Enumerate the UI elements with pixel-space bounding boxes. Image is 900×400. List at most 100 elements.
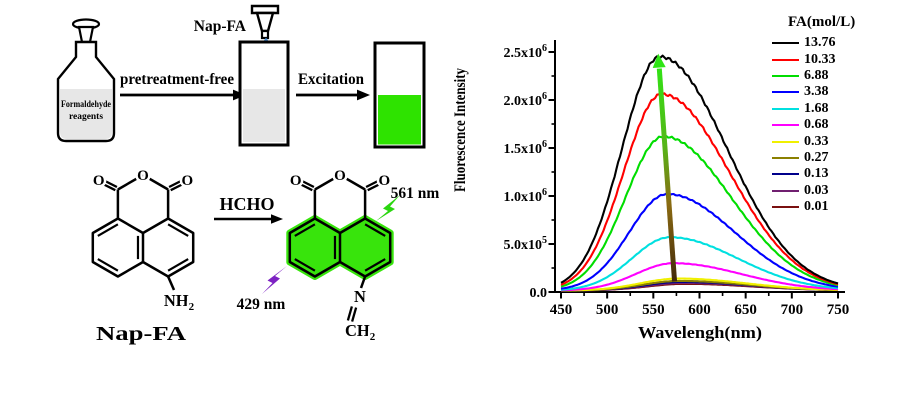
imine-ch2-label: CH2: [345, 321, 376, 343]
legend-swatch: [772, 58, 799, 61]
y-axis-title: Fluorescence Intensity: [452, 68, 469, 192]
lightning-icon-green: [376, 195, 400, 221]
atom-o-label: O: [181, 173, 193, 189]
legend-swatch: [772, 74, 799, 77]
legend-item: 10.33: [772, 51, 855, 67]
legend-items: 13.76 10.33 6.88 3.38 1.68 0.68 0.33 0.27 0.13 0.…: [772, 35, 855, 215]
legend-label: 0.33: [804, 133, 829, 149]
bond: [364, 223, 386, 237]
legend-swatch: [772, 124, 799, 127]
legend-item: 6.88: [772, 68, 855, 84]
legend-item: 0.33: [772, 133, 855, 149]
bond: [103, 183, 116, 192]
bond: [167, 223, 189, 237]
bond: [97, 223, 119, 237]
spectrum-curve: [561, 261, 839, 292]
bond: [367, 183, 380, 192]
y-tick-label: 0.0: [530, 286, 548, 301]
bond: [346, 306, 353, 321]
fluorescent-liquid: [378, 95, 421, 145]
y-tick-label: 5.0x105: [504, 235, 548, 253]
dropper-icon: [250, 4, 280, 40]
x-axis-title: Wavelengh(nm): [638, 323, 762, 342]
x-tick-label: 550: [642, 302, 665, 318]
x-tick-label: 600: [688, 302, 711, 318]
legend-label: 1.68: [804, 100, 829, 116]
y-tick-label: 2.0x106: [504, 91, 548, 109]
excitation-label: Excitation: [298, 71, 364, 88]
atom-o-label: O: [334, 168, 346, 184]
legend-swatch: [772, 42, 799, 45]
legend-swatch: [772, 91, 799, 94]
bottle-label-line1: Formaldehyde: [61, 100, 111, 110]
legend-label: 3.38: [804, 84, 829, 100]
trend-arrow-head: [652, 53, 666, 68]
legend-label: 0.03: [804, 182, 829, 198]
legend-item: 13.76: [772, 35, 855, 51]
legend-item: 0.27: [772, 150, 855, 166]
bond: [359, 276, 367, 289]
bond: [166, 275, 176, 291]
legend-item: 3.38: [772, 84, 855, 100]
spectrum-curve: [560, 277, 838, 292]
emission-wavelength-label: 561 nm: [391, 185, 440, 202]
y-tick-label: 2.5x106: [504, 43, 548, 61]
bottle-liquid: [60, 89, 112, 139]
excitation-arrow: [296, 89, 370, 101]
y-tick-label: 1.5x106: [504, 139, 548, 157]
atom-o-label: O: [137, 168, 149, 184]
legend-label: 13.76: [804, 35, 836, 51]
x-tick-label: 650: [734, 302, 757, 318]
chart-annotation: [652, 53, 678, 282]
spectrum-curve: [560, 92, 839, 286]
pretreatment-label: pretreatment-free: [120, 71, 234, 88]
x-tick-label: 500: [596, 302, 619, 318]
atom-o-label: O: [93, 173, 105, 189]
legend-swatch: [772, 189, 799, 192]
legend-swatch: [772, 173, 799, 176]
lightning-icon-purple: [262, 266, 287, 294]
x-tick-label: 750: [827, 302, 850, 318]
bond: [314, 173, 341, 191]
fluorescence-chart: 450 500 550 600 650 700 750 0.0 5.0x105 1.0x106 1.…: [452, 40, 850, 342]
spectrum-curve: [560, 54, 839, 285]
bond: [168, 180, 182, 189]
bond: [117, 173, 144, 191]
pretreatment-arrow: [120, 89, 246, 101]
legend-item: 1.68: [772, 101, 855, 117]
legend-label: 10.33: [804, 51, 836, 67]
bottle-stopper: [77, 25, 95, 44]
bottle-label-line2: reagents: [69, 112, 103, 122]
spectrum-curve: [560, 192, 839, 290]
trend-arrow-shaft: [656, 68, 678, 282]
amine-group-label: NH2: [164, 291, 195, 313]
hcho-label: HCHO: [219, 194, 274, 214]
chart-legend: FA(mol/L) 13.76 10.33 6.88 3.38 1.68 0.68 0.33…: [772, 14, 855, 215]
legend-swatch: [772, 107, 799, 110]
legend-swatch: [772, 140, 799, 143]
chart-axes: 450 500 550 600 650 700 750 0.0 5.0x105 1.0x106 1.…: [504, 40, 850, 318]
legend-label: 0.68: [804, 117, 829, 133]
legend-item: 0.13: [772, 166, 855, 182]
legend-item: 0.03: [772, 183, 855, 199]
legend-item: 0.01: [772, 199, 855, 215]
bond: [167, 258, 189, 272]
bond: [364, 258, 386, 272]
legend-item: 0.68: [772, 117, 855, 133]
x-tick-label: 700: [781, 302, 804, 318]
bond: [142, 173, 169, 191]
nap-fa-name-label: Nap-FA: [96, 323, 187, 345]
molecule-product: O O O N CH2: [286, 166, 394, 346]
spectrum-curve: [560, 134, 839, 288]
bond: [170, 183, 183, 192]
imine-n-label: N: [354, 287, 366, 306]
arrowhead: [271, 214, 283, 224]
emission-cuvette: [373, 41, 426, 149]
bond: [300, 183, 313, 192]
legend-label: 0.27: [804, 149, 829, 165]
arrowhead: [357, 89, 370, 101]
bond: [97, 258, 119, 272]
atom-o-label: O: [290, 173, 302, 189]
reaction-arrow: [214, 214, 283, 224]
